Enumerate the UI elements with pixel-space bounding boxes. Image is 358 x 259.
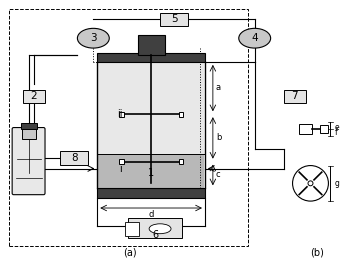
Text: d: d xyxy=(149,210,154,219)
Bar xyxy=(98,62,204,154)
Bar xyxy=(97,53,205,62)
Text: 6: 6 xyxy=(152,230,158,240)
Text: 1: 1 xyxy=(148,168,154,178)
Text: 3: 3 xyxy=(90,33,97,43)
Bar xyxy=(179,112,184,117)
Text: e: e xyxy=(334,123,339,132)
Bar xyxy=(119,112,124,117)
Text: (a): (a) xyxy=(124,247,137,257)
Text: c: c xyxy=(216,170,221,179)
Bar xyxy=(61,151,88,164)
Text: ii: ii xyxy=(117,109,123,119)
Text: a: a xyxy=(216,83,221,92)
Bar xyxy=(179,159,184,164)
Bar xyxy=(9,9,248,246)
Circle shape xyxy=(308,181,313,186)
Bar xyxy=(21,123,37,129)
Text: 8: 8 xyxy=(71,153,78,163)
Ellipse shape xyxy=(239,28,271,48)
Bar xyxy=(119,159,124,164)
Bar xyxy=(284,90,305,103)
Text: (b): (b) xyxy=(310,247,324,257)
Text: b: b xyxy=(216,133,221,142)
Bar xyxy=(160,12,188,26)
Bar xyxy=(97,188,205,198)
Text: i: i xyxy=(119,163,122,174)
Bar xyxy=(21,129,35,139)
Text: g: g xyxy=(334,179,339,188)
Text: 7: 7 xyxy=(291,91,298,102)
Bar xyxy=(299,124,313,134)
Ellipse shape xyxy=(77,28,109,48)
Text: 5: 5 xyxy=(171,15,177,24)
Text: f: f xyxy=(334,128,337,138)
Circle shape xyxy=(292,166,328,201)
Bar xyxy=(98,154,204,188)
FancyBboxPatch shape xyxy=(12,127,45,195)
Text: 2: 2 xyxy=(30,91,37,102)
Bar xyxy=(128,218,183,238)
Bar xyxy=(320,125,328,133)
Text: 4: 4 xyxy=(251,33,258,43)
Bar xyxy=(138,35,165,55)
Bar xyxy=(23,90,44,103)
Ellipse shape xyxy=(149,224,171,234)
Bar xyxy=(125,222,139,236)
